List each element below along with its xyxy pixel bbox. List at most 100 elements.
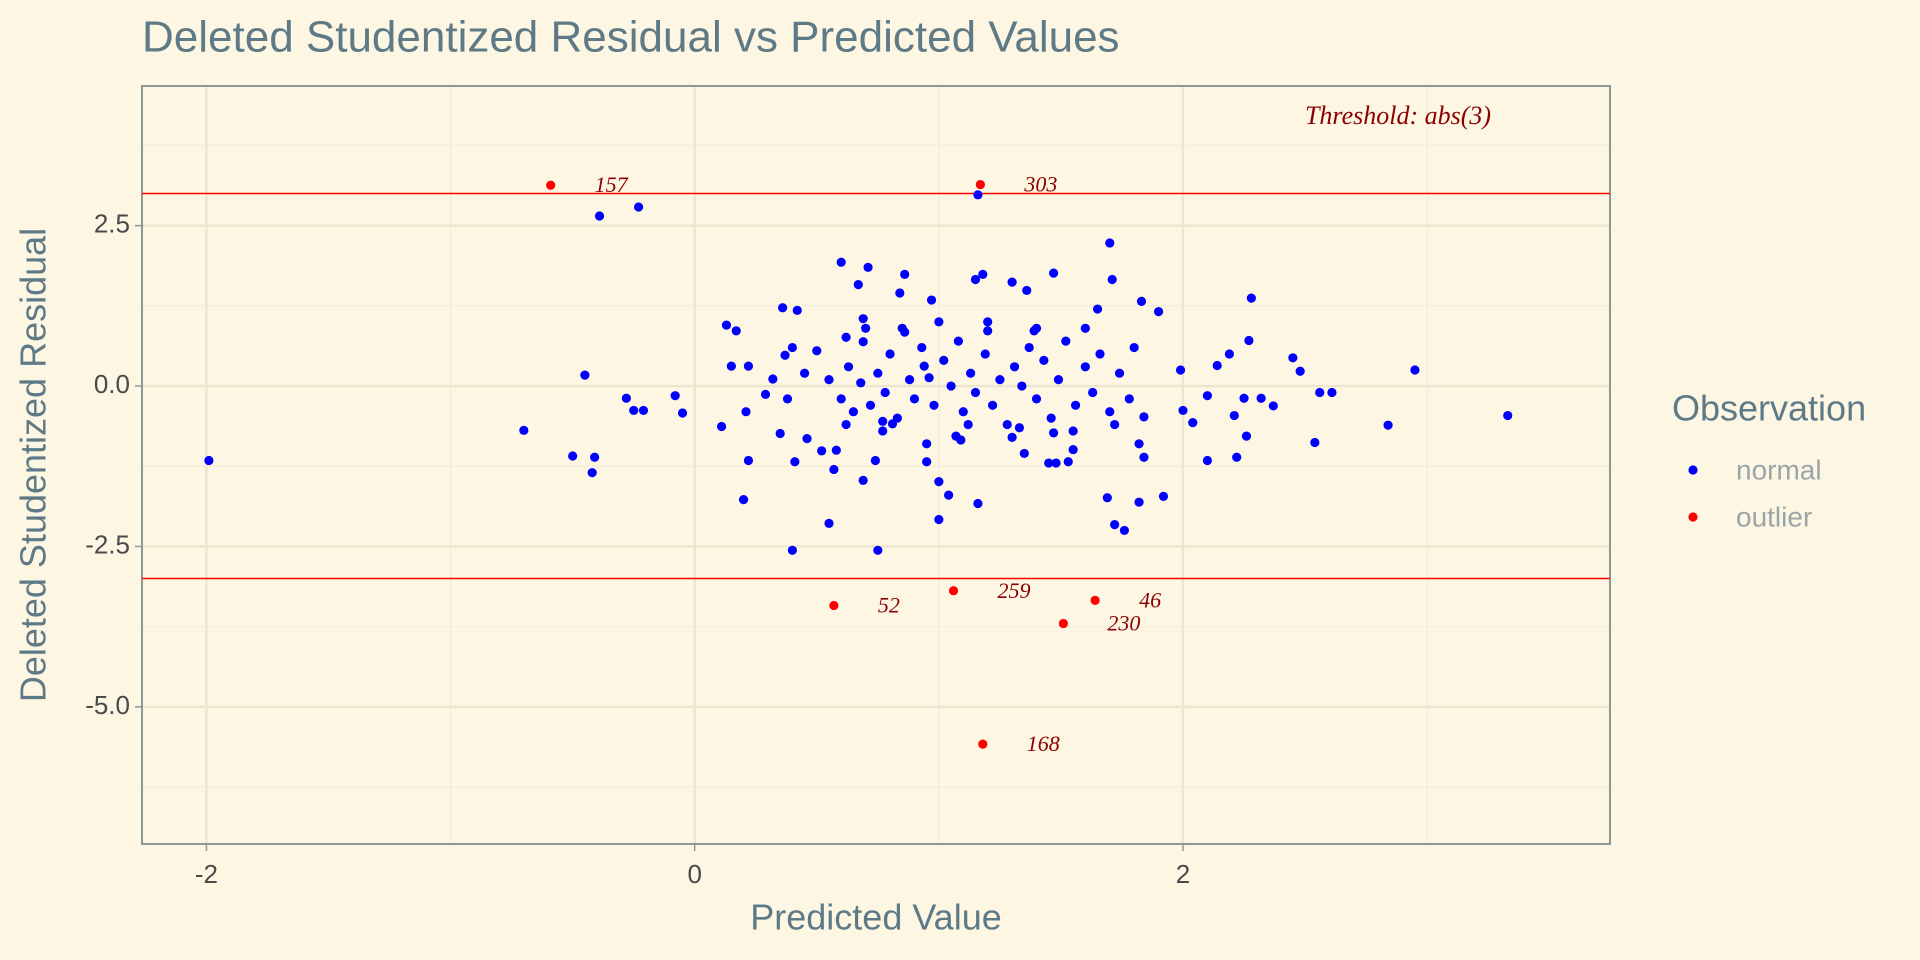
point: [858, 337, 868, 347]
point: [1007, 277, 1017, 287]
point: [1241, 431, 1252, 441]
point: [629, 405, 639, 416]
point: [963, 419, 973, 430]
point: [1119, 525, 1130, 536]
point: [1019, 448, 1029, 459]
point: [983, 317, 993, 327]
point: [836, 257, 846, 267]
point: [621, 393, 631, 403]
point: [841, 332, 851, 342]
point: [1022, 285, 1032, 296]
point: [1114, 368, 1125, 378]
point: [812, 346, 822, 356]
point: [1175, 365, 1186, 375]
point: [1080, 362, 1090, 372]
legend-title: Observation: [1672, 388, 1866, 429]
y-tick-label: 0.0: [94, 369, 130, 399]
point: [1232, 452, 1242, 462]
point: [633, 202, 644, 212]
point: [863, 262, 873, 272]
point: [1049, 428, 1059, 438]
point: [885, 349, 895, 359]
point: [782, 394, 793, 404]
point: [204, 455, 214, 466]
point: [919, 361, 929, 371]
point: [853, 280, 863, 290]
point: [1315, 387, 1325, 398]
point: [829, 600, 839, 611]
point: [983, 326, 993, 336]
point: [926, 295, 937, 305]
point: [873, 545, 883, 555]
point-label: 259: [998, 578, 1031, 603]
point: [1124, 394, 1134, 404]
y-tick-label: 2.5: [94, 209, 130, 239]
point: [870, 455, 880, 466]
point: [873, 368, 883, 378]
point: [934, 317, 944, 327]
point: [939, 355, 949, 365]
point: [934, 514, 944, 525]
point: [970, 274, 981, 285]
point: [1068, 444, 1078, 455]
point: [1178, 405, 1188, 416]
point: [1002, 419, 1012, 430]
point: [568, 451, 578, 461]
point: [741, 407, 751, 417]
legend-key: [1688, 465, 1698, 475]
point-label: 230: [1107, 611, 1140, 636]
point: [1017, 381, 1027, 391]
point: [970, 387, 981, 398]
point: [897, 323, 907, 333]
point: [1288, 353, 1298, 363]
point: [973, 498, 983, 509]
point-label: 303: [1023, 172, 1057, 197]
point: [922, 457, 932, 467]
point: [802, 434, 812, 444]
point: [966, 368, 976, 378]
point: [948, 586, 959, 596]
point: [978, 269, 988, 279]
point: [1295, 366, 1305, 376]
point: [778, 303, 788, 313]
point: [922, 439, 932, 449]
point: [1110, 419, 1120, 430]
point: [1239, 393, 1249, 403]
point: [792, 305, 802, 315]
legend-label: outlier: [1736, 501, 1812, 532]
point: [824, 375, 834, 385]
point: [946, 381, 956, 391]
point: [1136, 296, 1147, 306]
point: [743, 455, 754, 466]
point: [1139, 452, 1149, 462]
point: [878, 416, 888, 426]
point: [1044, 458, 1054, 468]
point: [1039, 355, 1049, 365]
point: [1129, 342, 1139, 353]
point: [594, 211, 605, 221]
point: [1410, 365, 1420, 375]
point: [880, 387, 890, 398]
point: [677, 408, 688, 418]
point: [638, 405, 649, 416]
point: [824, 518, 834, 528]
point: [831, 445, 841, 455]
point: [858, 314, 868, 324]
x-tick-label: 2: [1176, 859, 1190, 889]
chart-title: Deleted Studentized Residual vs Predicte…: [142, 13, 1120, 62]
point: [787, 342, 797, 353]
point: [716, 421, 727, 432]
point: [1095, 349, 1105, 359]
point: [987, 400, 998, 410]
point: [1134, 497, 1144, 507]
point-label: 157: [595, 172, 629, 197]
point: [865, 400, 876, 410]
point: [848, 407, 859, 417]
point: [1058, 618, 1068, 629]
point: [768, 374, 778, 384]
point: [1244, 335, 1254, 346]
point: [1007, 432, 1017, 442]
point: [1256, 393, 1266, 403]
point: [1383, 420, 1393, 430]
